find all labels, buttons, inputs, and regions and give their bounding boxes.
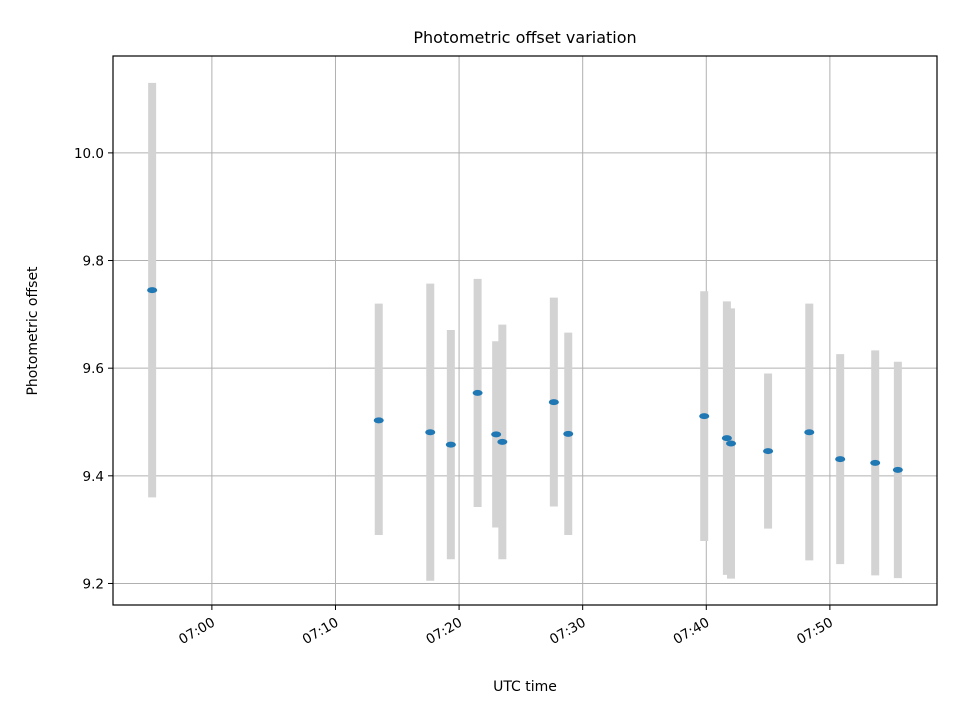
data-point [835,456,846,463]
data-point [497,438,508,445]
ticks: 07:00 07:10 07:20 07:30 07:40 07:50 9.2 9.4 9.6 9… [74,146,836,648]
y-axis-label: Photometric offset [25,266,41,396]
data-point [472,389,483,396]
x-tick-label: 07:20 [423,615,465,648]
data-point [563,430,574,437]
data-point [804,429,815,436]
y-tick-label: 9.8 [83,254,104,270]
y-tick-label: 9.2 [83,576,104,592]
y-tick-label: 10.0 [74,146,104,162]
x-axis-label: UTC time [493,679,557,695]
data-point [425,429,436,436]
grid [113,56,937,605]
data-point [870,459,881,466]
data-point [699,413,710,420]
data-point [373,417,384,424]
x-tick-label: 07:00 [176,615,218,648]
data-point [491,431,502,438]
x-tick-label: 07:50 [794,615,836,648]
error-bars [148,82,902,581]
data-point [721,435,732,442]
y-tick-label: 9.6 [83,361,104,377]
x-tick-label: 07:30 [547,615,589,648]
data-points [147,287,903,473]
x-tick-label: 07:40 [671,615,713,648]
plot-frame [112,55,938,606]
data-point [445,441,456,448]
chart-title: Photometric offset variation [413,28,636,47]
data-point [726,440,736,447]
data-point [548,399,559,406]
data-point [763,448,774,455]
y-tick-label: 9.4 [83,469,104,485]
data-point [892,466,903,473]
data-point [147,287,158,294]
x-tick-label: 07:10 [300,615,342,648]
